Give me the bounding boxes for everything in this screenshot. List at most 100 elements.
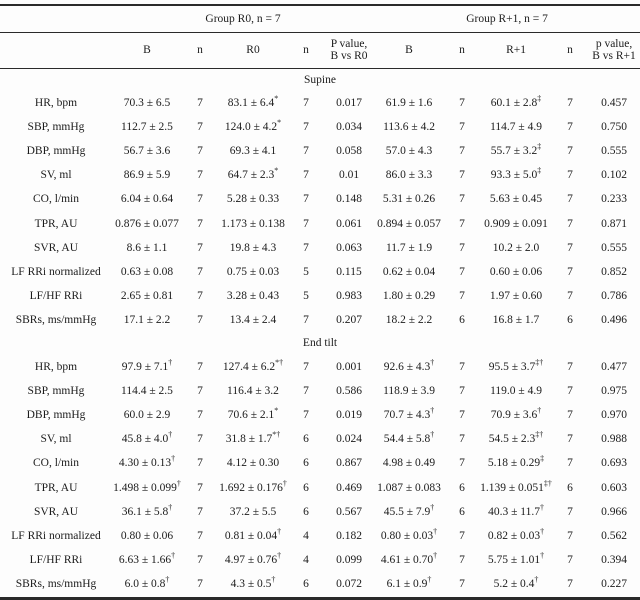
cell-value: 7 (303, 314, 309, 327)
column-header-row: B n R0 n P value, B vs R0 B n R+1 n p va… (0, 32, 640, 69)
cell-value: 116.4 ± 3.2 (227, 384, 279, 397)
cell-value: 0.148 (336, 193, 362, 206)
row-label: LF RRi normalized (11, 266, 101, 278)
row-label: CO, l/min (32, 457, 79, 470)
cell-value: 4.30 ± 0.13 (118, 457, 172, 470)
cell-value: 0.970 (601, 408, 627, 421)
cell-value: 5.31 ± 0.26 (382, 193, 436, 206)
cell-value: 7 (303, 384, 309, 397)
row-label: LF/HF RRi (29, 290, 83, 303)
data-cell: 5.2 ± 0.4† (480, 572, 552, 598)
significance-marker: † (430, 406, 435, 416)
data-cell: 3.28 ± 0.43 (218, 284, 288, 308)
cell-value: 7 (567, 433, 573, 446)
data-cell: 95.5 ± 3.7‡† (480, 355, 552, 379)
cell-value: 6 (303, 481, 309, 494)
data-cell: 0.894 ± 0.057 (374, 212, 444, 236)
cell-value: 7 (567, 384, 573, 397)
data-cell: 13.4 ± 2.4 (218, 309, 288, 333)
data-cell: 7 (552, 115, 588, 139)
data-cell: 7 (552, 212, 588, 236)
cell-value: 7 (197, 96, 203, 109)
cell-value: 2.65 ± 0.81 (120, 290, 174, 303)
significance-marker: * (274, 93, 279, 103)
section-header-row: Supine (0, 68, 640, 91)
cell-value: 7 (197, 578, 203, 591)
cell-value: 7 (459, 145, 465, 158)
data-cell: 60.0 ± 2.9 (112, 403, 182, 427)
data-cell: 70.6 ± 2.1* (218, 403, 288, 427)
data-cell: 7 (552, 524, 588, 548)
data-cell: 7 (552, 284, 588, 308)
cell-value: 7 (459, 578, 465, 591)
data-cell: 0.555 (588, 236, 640, 260)
data-cell: 40.3 ± 11.7† (480, 500, 552, 524)
cell-value: 5.63 ± 0.45 (489, 193, 543, 206)
table-row: SVR, AU 36.1 ± 5.8† 7 37.2 ± 5.5 6 0.567 45.5 … (0, 500, 640, 524)
cell-value: 7 (303, 193, 309, 206)
cell-value: 6 (303, 505, 309, 518)
data-cell: 7 (444, 260, 480, 284)
data-cell: 6 (444, 309, 480, 333)
cell-value: 1.80 ± 0.29 (382, 290, 436, 303)
cell-value: 7 (303, 217, 309, 230)
data-cell: 0.988 (588, 427, 640, 451)
cell-value: 3.28 ± 0.43 (226, 290, 280, 303)
data-cell: 0.693 (588, 452, 640, 476)
significance-marker: * (274, 166, 279, 176)
cell-value: 10.2 ± 2.0 (492, 241, 540, 254)
cell-value: 7 (567, 266, 573, 278)
data-cell: 0.867 (324, 452, 374, 476)
cell-value: 0.81 ± 0.04 (224, 529, 278, 542)
cell-value: 6 (567, 314, 573, 327)
cell-value: 7 (459, 290, 465, 303)
table-row: HR, bpm 97.9 ± 7.1† 7 127.4 ± 6.2*† 7 0.001 92… (0, 355, 640, 379)
data-cell: 0.034 (324, 115, 374, 139)
cell-value: 0.786 (601, 290, 627, 303)
significance-marker: † (540, 551, 545, 561)
data-cell: 7 (552, 403, 588, 427)
cell-value: 0.469 (336, 481, 362, 494)
data-cell: 54.4 ± 5.8† (374, 427, 444, 451)
cell-value: 37.2 ± 5.5 (229, 505, 277, 518)
data-cell: 70.9 ± 3.6† (480, 403, 552, 427)
cell-value: 7 (197, 481, 203, 494)
data-cell: 6 (552, 309, 588, 333)
cell-value: 0.988 (601, 433, 627, 446)
table-row: SVR, AU 8.6 ± 1.1 7 19.8 ± 4.3 7 0.063 11.7 ± … (0, 236, 640, 260)
cell-value: 7 (459, 529, 465, 542)
data-cell: 0.562 (588, 524, 640, 548)
table-row: SV, ml 86.9 ± 5.9 7 64.7 ± 2.3* 7 0.01 86.0 ± … (0, 163, 640, 187)
data-cell: 4 (288, 524, 324, 548)
data-cell: 118.9 ± 3.9 (374, 379, 444, 403)
data-cell: 5.63 ± 0.45 (480, 188, 552, 212)
cell-value: 0.871 (601, 217, 627, 230)
cell-value: 93.3 ± 5.0 (490, 169, 538, 182)
cell-value: 0.82 ± 0.03 (487, 529, 541, 542)
data-cell: 92.6 ± 4.3† (374, 355, 444, 379)
cell-value: 0.909 ± 0.091 (484, 217, 548, 230)
table-row: CO, l/min 6.04 ± 0.64 7 5.28 ± 0.33 7 0.148 5.… (0, 188, 640, 212)
data-cell: 57.0 ± 4.3 (374, 139, 444, 163)
data-cell: 124.0 ± 4.2* (218, 115, 288, 139)
cell-value: 1.173 ± 0.138 (221, 217, 285, 230)
data-cell: 93.3 ± 5.0‡ (480, 163, 552, 187)
cell-value: 55.7 ± 3.2 (490, 145, 538, 158)
data-cell: 7 (288, 379, 324, 403)
significance-marker: † (539, 502, 544, 512)
data-cell: 116.4 ± 3.2 (218, 379, 288, 403)
data-cell: 113.6 ± 4.2 (374, 115, 444, 139)
data-cell: 7 (182, 91, 218, 115)
data-cell: 7 (288, 163, 324, 187)
data-cell: 6 (288, 452, 324, 476)
data-cell: 6 (444, 500, 480, 524)
data-cell: 0.75 ± 0.03 (218, 260, 288, 284)
cell-value: 0.894 ± 0.057 (377, 217, 441, 230)
cell-value: 7 (459, 360, 465, 373)
cell-value: 7 (459, 266, 465, 278)
cell-value: 45.5 ± 7.9 (383, 505, 431, 518)
significance-marker: † (430, 430, 435, 440)
cell-value: 5.28 ± 0.33 (226, 193, 280, 206)
data-cell: 6 (444, 476, 480, 500)
data-cell: 7 (444, 236, 480, 260)
